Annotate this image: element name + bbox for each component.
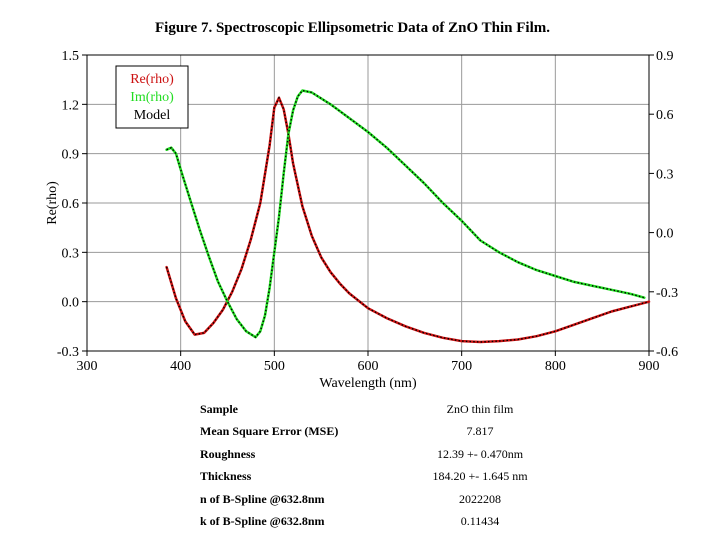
table-row: Thickness 184.20 +- 1.645 nm bbox=[200, 466, 550, 489]
y2-tick-label: 0.9 bbox=[656, 49, 674, 64]
ellipsometry-chart: 300 400 500 600 700 800 900 -0.3 0.0 0.3 0.6 0.9 1.2… bbox=[45, 49, 678, 391]
y2-tick-label: 0.0 bbox=[656, 227, 674, 242]
x-tick-label: 600 bbox=[358, 359, 379, 374]
axis-ticks: 300 400 500 600 700 800 900 -0.3 0.0 0.3 0.6 0.9 1.2… bbox=[57, 49, 678, 374]
model-fit-line bbox=[166, 89, 645, 339]
model-fit-line bbox=[165, 96, 650, 343]
legend-entry: Re(rho) bbox=[130, 72, 174, 87]
table-row: k of B-Spline @632.8nm 0.11434 bbox=[200, 511, 550, 534]
y-tick-label: 0.6 bbox=[62, 197, 80, 212]
legend-entry: Im(rho) bbox=[130, 90, 174, 105]
series-layer bbox=[165, 89, 651, 344]
y-axis-label: Re(rho) bbox=[45, 181, 60, 225]
y2-tick-label: -0.6 bbox=[656, 345, 678, 360]
x-tick-label: 700 bbox=[451, 359, 472, 374]
im-rho-series-line bbox=[165, 89, 646, 339]
x-tick-label: 300 bbox=[77, 359, 98, 374]
result-label: Sample bbox=[200, 401, 239, 416]
y2-tick-label: -0.3 bbox=[656, 286, 678, 301]
result-label: Roughness bbox=[200, 446, 256, 461]
y-tick-label: 0.9 bbox=[62, 148, 80, 163]
y2-tick-label: 0.6 bbox=[656, 108, 674, 123]
results-table: Sample ZnO thin film Mean Square Error (MS… bbox=[200, 398, 550, 533]
result-value: 7.817 bbox=[466, 424, 494, 439]
legend-box bbox=[115, 65, 189, 129]
x-tick-label: 900 bbox=[639, 359, 660, 374]
table-row: n of B-Spline @632.8nm 2022208 bbox=[200, 488, 550, 511]
gridlines bbox=[87, 55, 649, 351]
result-value: 184.20 +- 1.645 nm bbox=[432, 469, 528, 484]
re-rho-series-line bbox=[165, 96, 651, 344]
y-tick-label: 0.3 bbox=[62, 246, 80, 261]
x-tick-label: 500 bbox=[264, 359, 285, 374]
legend: Re(rho) Im(rho) Model bbox=[115, 65, 189, 129]
x-tick-label: 800 bbox=[545, 359, 566, 374]
legend-entry: Model bbox=[134, 108, 171, 123]
y-tick-label: -0.3 bbox=[57, 345, 79, 360]
result-value: 0.11434 bbox=[460, 514, 500, 529]
result-value: ZnO thin film bbox=[446, 401, 514, 416]
result-label: k of B-Spline @632.8nm bbox=[200, 514, 325, 529]
result-value: 2022208 bbox=[459, 491, 501, 506]
y2-tick-label: 0.3 bbox=[656, 167, 674, 182]
result-label: Mean Square Error (MSE) bbox=[200, 424, 339, 439]
figure-title: Figure 7. Spectroscopic Ellipsometric Da… bbox=[155, 20, 550, 36]
table-row: Mean Square Error (MSE) 7.817 bbox=[200, 421, 550, 444]
table-row: Roughness 12.39 +- 0.470nm bbox=[200, 443, 550, 466]
y-tick-label: 1.2 bbox=[62, 98, 80, 113]
result-value: 12.39 +- 0.470nm bbox=[436, 446, 524, 461]
table-row: Sample ZnO thin film bbox=[200, 398, 550, 421]
result-label: n of B-Spline @632.8nm bbox=[200, 491, 325, 506]
x-tick-label: 400 bbox=[170, 359, 191, 374]
result-label: Thickness bbox=[200, 469, 252, 484]
y-tick-label: 0.0 bbox=[62, 296, 80, 311]
y-tick-label: 1.5 bbox=[62, 49, 80, 64]
x-axis-label: Wavelength (nm) bbox=[319, 376, 417, 391]
